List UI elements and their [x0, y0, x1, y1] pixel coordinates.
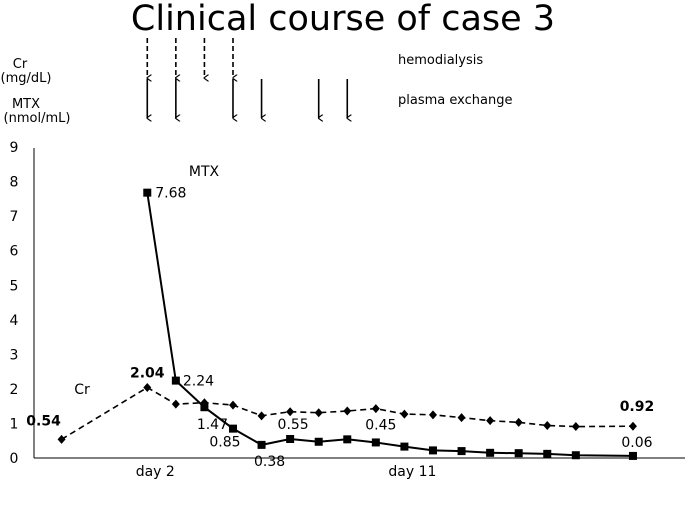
mtx-data-label: 0.38	[254, 454, 285, 470]
mtx-data-label: 2.24	[183, 374, 214, 390]
y-tick-label: 6	[10, 244, 19, 260]
cr-data-point	[257, 411, 266, 421]
mtx-axis-unit: (nmol/mL)	[4, 111, 71, 126]
cr-data-point	[571, 422, 580, 432]
mtx-data-point	[428, 446, 437, 455]
cr-data-point	[143, 383, 152, 393]
y-tick-labels: 0 1 2 3 4 5 6 7 8 9	[10, 140, 19, 467]
x-label: day 2	[136, 464, 175, 480]
y-tick-label: 5	[10, 278, 19, 294]
cr-data-point	[228, 400, 237, 410]
y-tick-label: 1	[10, 416, 19, 432]
cr-data-label: 2.04	[130, 366, 165, 382]
cr-data-point	[486, 416, 495, 426]
y-tick-label: 2	[10, 382, 19, 398]
mtx-data-label: 7.68	[155, 186, 186, 202]
mtx-data-point	[571, 451, 580, 460]
series-name-labels: Cr MTX	[74, 164, 219, 398]
mtx-data-point	[371, 438, 380, 447]
cr-data-label: 0.92	[620, 399, 655, 415]
data-labels: 0.54 2.04 0.92 7.68 2.24 1.47 0.85 0.38 0.55 0.45…	[26, 186, 654, 470]
y-tick-label: 9	[10, 140, 19, 156]
chart-title: Clinical course of case 3	[131, 0, 555, 39]
y-tick-label: 3	[10, 347, 19, 363]
mtx-data-point	[457, 447, 466, 456]
mtx-data-point	[400, 442, 409, 451]
y-tick-label: 8	[10, 175, 19, 191]
cr-data-point	[628, 421, 637, 431]
cr-data-point	[400, 409, 409, 419]
cr-data-point	[428, 410, 437, 420]
mtx-data-label: 0.55	[278, 417, 309, 433]
cr-data-point	[171, 399, 180, 409]
cr-data-point	[57, 434, 66, 444]
mtx-data-point	[514, 449, 523, 458]
mtx-data-label: 0.45	[365, 417, 396, 433]
cr-data-point	[343, 406, 352, 416]
cr-data-point	[543, 421, 552, 431]
mtx-series-label: MTX	[189, 164, 220, 180]
cr-data-point	[457, 413, 466, 423]
cr-data-point	[286, 407, 295, 417]
cr-data-point	[314, 408, 323, 418]
mtx-data-point	[628, 451, 637, 460]
mtx-data-point	[343, 435, 352, 444]
x-label: day 11	[388, 464, 436, 480]
mtx-data-point	[171, 376, 180, 385]
cr-axis-label: Cr	[13, 57, 28, 72]
mtx-data-point	[543, 449, 552, 458]
cr-data-point	[371, 404, 380, 414]
cr-series-line	[61, 386, 634, 440]
y-tick-label: 7	[10, 209, 19, 225]
mtx-data-point	[314, 437, 323, 446]
mtx-data-label: 0.85	[209, 435, 240, 451]
y-tick-label: 4	[10, 313, 19, 329]
mtx-data-point	[486, 448, 495, 457]
series-lines	[61, 192, 634, 457]
mtx-data-point	[286, 434, 295, 443]
plasma-exchange-legend: plasma exchange	[398, 93, 512, 108]
series-markers	[57, 188, 637, 460]
mtx-data-point	[200, 403, 209, 412]
cr-axis-unit: (mg/dL)	[1, 71, 52, 86]
cr-series-label: Cr	[74, 382, 90, 398]
mtx-data-point	[143, 188, 152, 197]
mtx-data-label: 1.47	[197, 417, 228, 433]
cr-data-point	[514, 417, 523, 427]
mtx-axis-label: MTX	[12, 97, 40, 112]
x-labels: day 2 day 11	[136, 464, 437, 480]
treatment-arrows	[146, 38, 347, 118]
y-tick-label: 0	[10, 451, 19, 467]
mtx-data-point	[228, 424, 237, 433]
hemodialysis-legend: hemodialysis	[398, 53, 483, 68]
mtx-data-label: 0.06	[621, 435, 652, 451]
cr-data-label: 0.54	[26, 413, 61, 429]
mtx-data-point	[257, 440, 266, 449]
